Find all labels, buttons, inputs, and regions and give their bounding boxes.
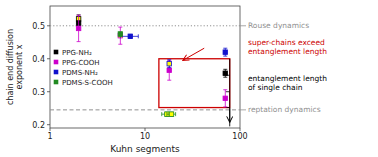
error-cap — [223, 89, 227, 90]
series — [118, 32, 176, 117]
x-tick — [240, 128, 241, 131]
annotation-line: super-chains exceed — [248, 38, 325, 47]
y-axis-label: chain end diffusionexponent x — [6, 29, 24, 105]
error-cap — [223, 48, 227, 49]
entanglement-line — [229, 59, 230, 127]
reference-label: Rouse dynamics — [248, 21, 309, 30]
error-cap — [77, 15, 81, 16]
y-error-bar — [223, 69, 227, 77]
legend-label: PDMS-NH₂ — [62, 69, 98, 77]
y-tick — [47, 91, 50, 92]
entanglement-tick — [226, 91, 230, 92]
point — [76, 26, 81, 31]
chart: 1 10 100 0.2 0.3 0.4 0.5 Kuhn segments chain end… — [0, 0, 378, 157]
y-error-bar — [167, 60, 171, 80]
y-axis-label-line: exponent x — [15, 44, 24, 89]
error-cap — [167, 59, 171, 60]
y-error-bar — [169, 112, 173, 116]
x-tick — [50, 128, 51, 131]
series — [76, 15, 227, 77]
annotation-line: entanglement length — [248, 74, 327, 83]
y-axis-label-group: chain end diffusionexponent x — [6, 29, 24, 105]
error-cap — [77, 41, 81, 42]
point — [223, 50, 228, 55]
reference-line — [50, 109, 240, 110]
annotation: super-chains exceedentanglement length — [248, 38, 327, 56]
y-tick-label: 0.3 — [32, 88, 45, 97]
error-cap — [118, 27, 122, 28]
highlight-box — [159, 59, 230, 108]
point — [167, 61, 172, 65]
legend-swatch — [54, 80, 58, 84]
y-axis-label-line: chain end diffusion — [6, 29, 15, 105]
error-cap — [118, 44, 122, 45]
error-cap — [77, 14, 81, 15]
y-error-bar — [223, 48, 227, 56]
x-tick-label: 100 — [232, 132, 247, 141]
legend-swatch — [54, 50, 58, 54]
error-cap — [223, 77, 227, 78]
annotation-line: of single chain — [248, 83, 303, 92]
plot-area — [50, 15, 240, 126]
reference-label: reptation dynamics — [248, 105, 321, 114]
reference-connector — [240, 25, 246, 26]
error-cap — [175, 112, 176, 116]
legend-label: PDMS-S-COOH — [62, 79, 113, 87]
annotation-line: entanglement length — [248, 47, 327, 56]
y-tick-label: 0.4 — [32, 55, 45, 64]
error-cap — [138, 34, 139, 38]
plot-frame — [50, 6, 240, 128]
y-tick — [47, 58, 50, 59]
y-error-bar — [118, 27, 122, 44]
error-cap — [167, 67, 171, 68]
annotation: entanglement lengthof single chain — [248, 74, 327, 92]
error-stem — [166, 112, 167, 116]
y-error-bar — [167, 60, 171, 68]
legend-label: PPG-NH₂ — [62, 49, 92, 57]
x-error-bar — [167, 112, 176, 116]
point — [223, 71, 228, 76]
y-error-bar — [118, 32, 122, 36]
y-error-bar — [77, 15, 81, 41]
x-error-bar — [120, 34, 138, 38]
arrow — [183, 48, 204, 60]
error-cap — [223, 106, 227, 107]
error-cap — [161, 112, 162, 116]
point — [169, 112, 174, 117]
y-tick-label: 0.2 — [32, 121, 45, 130]
x-tick — [145, 128, 146, 131]
error-cap — [166, 112, 167, 116]
x-tick-label: 1 — [47, 132, 52, 141]
point — [128, 34, 133, 39]
y-error-bar — [223, 90, 227, 107]
point — [118, 32, 123, 37]
legend: PPG-NH₂ PPG-COOH PDMS-NH₂ PDMS-S-COOH — [54, 49, 113, 87]
legend-swatch — [54, 60, 58, 64]
y-tick-label: 0.5 — [32, 22, 45, 31]
reference-connector — [240, 109, 246, 110]
point — [167, 68, 172, 73]
y-tick — [47, 25, 50, 26]
point — [223, 96, 228, 101]
y-tick — [47, 124, 50, 125]
y-error-bar — [128, 34, 132, 38]
error-cap — [223, 69, 227, 70]
x-axis-label: Kuhn segments — [110, 144, 180, 154]
error-cap — [167, 80, 171, 81]
series — [120, 34, 227, 68]
error-cap — [223, 56, 227, 57]
legend-swatch — [54, 70, 58, 74]
arrow — [229, 108, 230, 122]
legend-label: PPG-COOH — [62, 59, 100, 67]
x-tick-label: 10 — [140, 132, 150, 141]
